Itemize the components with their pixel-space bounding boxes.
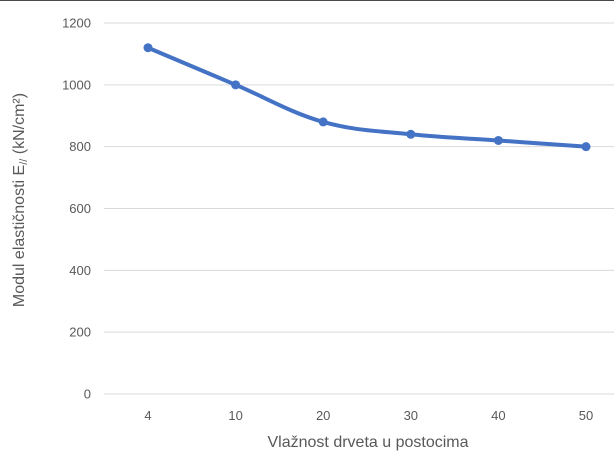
- x-tick-label: 30: [404, 408, 418, 423]
- data-point: [581, 142, 591, 152]
- data-point: [406, 129, 416, 139]
- y-tick-label: 1000: [62, 77, 91, 92]
- y-tick-label: 600: [69, 201, 91, 216]
- series-line: [146, 45, 588, 149]
- y-tick-label: 200: [69, 325, 91, 340]
- y-axis-title-unit: (kN/cm²): [11, 93, 28, 159]
- y-tick-label: 800: [69, 139, 91, 154]
- y-axis-ticks: 0 200 400 600 800 1000 1200: [62, 16, 91, 402]
- x-tick-label: 20: [316, 408, 330, 423]
- data-point: [318, 117, 328, 127]
- grid-lines: [104, 22, 614, 395]
- data-point: [231, 80, 241, 90]
- x-tick-label: 10: [228, 408, 242, 423]
- y-axis-title-main: Modul elastičnosti E: [11, 165, 28, 307]
- x-axis-title: Vlažnost drveta u postocima: [268, 434, 469, 451]
- data-point: [143, 43, 153, 53]
- y-tick-label: 1200: [62, 16, 91, 31]
- x-tick-label: 40: [491, 408, 505, 423]
- data-point: [493, 135, 503, 145]
- x-axis-ticks: 4 10 20 30 40 50: [144, 408, 593, 423]
- x-tick-label: 4: [144, 408, 151, 423]
- y-tick-label: 400: [69, 263, 91, 278]
- series-layer: [143, 43, 591, 152]
- x-tick-label: 50: [579, 408, 593, 423]
- y-axis-title: Modul elastičnosti E// (kN/cm²): [11, 93, 30, 307]
- y-tick-label: 0: [84, 387, 91, 402]
- y-axis-title-subscript: //: [18, 158, 30, 165]
